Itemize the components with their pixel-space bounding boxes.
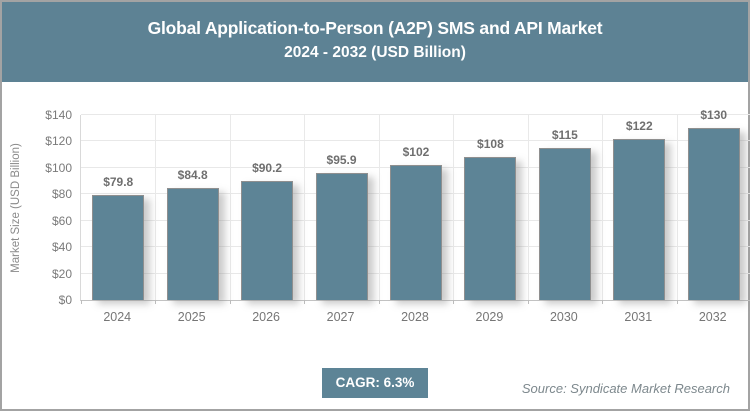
vertical-gridline xyxy=(602,115,604,300)
bar-value-label: $115 xyxy=(551,128,578,143)
x-axis-label-2029: 2029 xyxy=(475,310,504,324)
bar-2027 xyxy=(315,173,368,300)
bar-cell-2025: $84.8 xyxy=(155,115,229,300)
bar-cell-2031: $122 xyxy=(602,115,676,300)
bar-2029 xyxy=(464,157,517,300)
horizontal-gridline xyxy=(81,114,750,115)
bar-2024 xyxy=(92,194,145,300)
y-tick-label: $120 xyxy=(45,134,72,149)
horizontal-gridline xyxy=(81,140,750,142)
bar-2031 xyxy=(613,138,666,300)
bar-series: $79.8 $84.8 $90.2 $95.9 $102 $108 $115 $122 $130 xyxy=(81,108,750,300)
bar-value-label: $130 xyxy=(700,108,728,123)
bar-cell-2028: $102 xyxy=(379,115,453,300)
bar-value-label: $90.2 xyxy=(252,160,283,175)
bar-value-label: $122 xyxy=(625,118,653,133)
y-tick-label: $20 xyxy=(51,266,72,281)
bar-cell-2030: $115 xyxy=(528,115,602,300)
x-axis-label-2031: 2031 xyxy=(624,310,653,324)
x-axis-label-2025: 2025 xyxy=(177,310,206,324)
x-axis-tick-mark xyxy=(602,300,604,304)
bar-2025 xyxy=(166,187,219,300)
bar-2032 xyxy=(687,128,740,300)
vertical-gridline xyxy=(229,115,231,300)
x-axis-label-2028: 2028 xyxy=(401,310,429,324)
bar-cell-2029: $108 xyxy=(453,115,527,300)
bar-value-label: $95.9 xyxy=(326,153,357,168)
x-axis-tick-mark xyxy=(676,300,678,304)
x-axis-tick-mark xyxy=(527,300,529,304)
vertical-gridline xyxy=(453,115,455,300)
y-tick-label: $100 xyxy=(45,160,72,175)
x-axis-tick-mark xyxy=(304,300,306,304)
bar-value-label: $102 xyxy=(402,145,430,160)
y-tick-label: $40 xyxy=(51,240,72,255)
vertical-gridline xyxy=(155,115,157,300)
bar-value-label: $79.8 xyxy=(103,174,134,189)
bar-2028 xyxy=(389,165,442,300)
bar-2026 xyxy=(241,180,294,300)
y-tick-label: $60 xyxy=(51,213,72,228)
x-axis-tick-mark xyxy=(229,300,231,304)
vertical-gridline xyxy=(378,115,380,300)
vertical-gridline xyxy=(527,115,529,300)
x-axis-label-2026: 2026 xyxy=(252,310,280,324)
source-note: Source: Syndicate Market Research xyxy=(521,381,730,396)
vertical-gridline xyxy=(676,115,678,300)
x-axis-tick-mark xyxy=(81,300,82,304)
chart-title-line1: Global Application-to-Person (A2P) SMS a… xyxy=(147,18,603,38)
vertical-gridline xyxy=(304,115,306,300)
x-axis-label-2030: 2030 xyxy=(549,310,578,324)
bar-cell-2026: $90.2 xyxy=(230,115,304,300)
x-axis-labels: 2024 2025 2026 2027 2028 2029 2030 2031 2032 xyxy=(80,310,750,324)
y-tick-label: $0 xyxy=(58,293,72,307)
bar-value-label: $84.8 xyxy=(177,167,208,182)
chart-title: Global Application-to-Person (A2P) SMS a… xyxy=(2,2,748,82)
x-axis-tick-mark xyxy=(453,300,455,304)
x-axis-label-2027: 2027 xyxy=(326,310,355,324)
x-axis-label-2032: 2032 xyxy=(698,310,727,324)
cagr-badge: CAGR: 6.3% xyxy=(322,368,428,398)
y-tick-label: $80 xyxy=(51,187,72,202)
chart-body: Market Size (USD Billion) $0 $20 $40 $60 $80… xyxy=(2,82,750,409)
x-axis-label-2024: 2024 xyxy=(103,310,132,324)
bar-cell-2032: $130 xyxy=(677,108,750,300)
chart-title-line2: 2024 - 2032 (USD Billion) xyxy=(284,44,466,61)
x-axis-tick-mark xyxy=(155,300,157,304)
bar-value-label: $108 xyxy=(477,137,504,152)
bar-2030 xyxy=(538,148,591,300)
bar-cell-2024: $79.8 xyxy=(81,115,155,300)
x-axis-tick-mark xyxy=(378,300,380,304)
bar-cell-2027: $95.9 xyxy=(304,115,378,300)
y-tick-label: $140 xyxy=(45,108,72,122)
plot-area: $79.8 $84.8 $90.2 $95.9 $102 $108 $115 $122 $130 xyxy=(80,108,750,304)
